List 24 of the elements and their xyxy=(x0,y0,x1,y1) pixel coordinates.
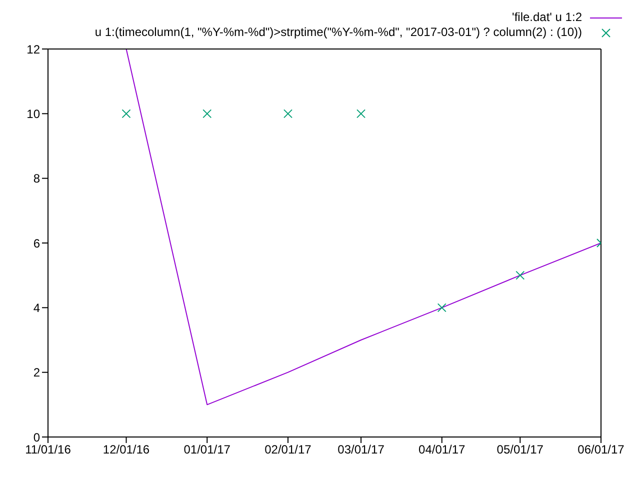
point xyxy=(437,303,446,312)
x-tick-label: 06/01/17 xyxy=(578,442,625,457)
point xyxy=(283,109,292,118)
line-series xyxy=(126,49,601,406)
y-tick-label: 4 xyxy=(33,300,40,315)
y-tick-label: 2 xyxy=(33,366,40,380)
x-tick-label: 02/01/17 xyxy=(264,442,312,457)
point xyxy=(356,109,366,118)
legend-label: u 1:(timecolumn(1, "%Y-%m-%d")>strptime("%Y-%m-%d", "2017-03-01") ? column(2) : (10)) xyxy=(94,25,582,40)
point xyxy=(122,109,131,118)
x-tick-label: 12/01/16 xyxy=(102,442,150,457)
legend-label: 'file.dat' u 1:2 xyxy=(512,10,582,25)
y-tick-label: 10 xyxy=(26,106,40,121)
y-tick-label: 12 xyxy=(26,42,40,56)
point xyxy=(516,270,525,280)
y-tick-label: 8 xyxy=(33,172,40,186)
y-tick-label: 6 xyxy=(33,236,40,250)
x-tick-label: 04/01/17 xyxy=(418,442,466,457)
x-tick-label: 01/01/17 xyxy=(184,442,231,457)
y-tick-label: 0 xyxy=(33,430,40,444)
point xyxy=(202,109,212,118)
x-tick-label: 03/01/17 xyxy=(338,442,385,457)
x-tick-label: 11/01/16 xyxy=(25,442,72,457)
x-tick-label: 05/01/17 xyxy=(496,442,544,457)
